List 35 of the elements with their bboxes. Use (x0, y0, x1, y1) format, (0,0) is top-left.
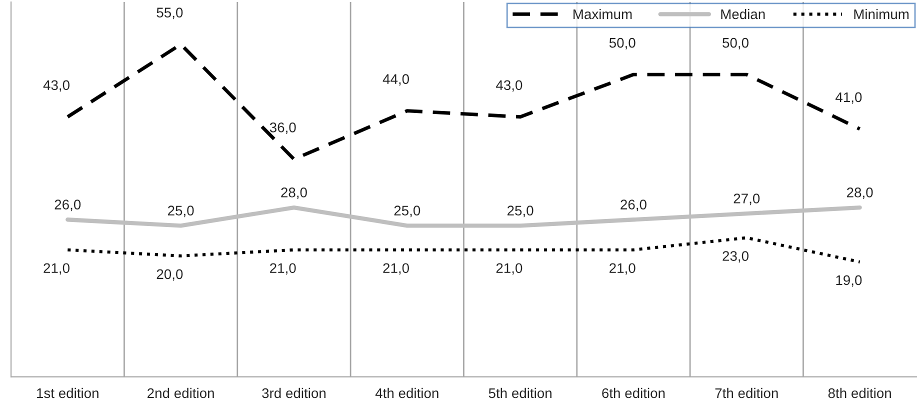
data-label: 50,0 (722, 38, 749, 50)
data-label: 44,0 (382, 74, 409, 86)
data-label: 25,0 (394, 206, 420, 218)
legend-label: Maximum (574, 8, 632, 20)
data-label: 41,0 (836, 92, 862, 104)
x-tick-label: 7th edition (715, 388, 778, 398)
data-label: 27,0 (734, 194, 760, 206)
data-label: 26,0 (620, 200, 646, 212)
x-tick-label: 5th edition (488, 388, 552, 398)
x-tick-label: 2nd edition (148, 388, 214, 398)
data-label: 28,0 (281, 188, 307, 200)
data-label: 20,0 (156, 269, 183, 281)
data-label: 50,0 (609, 38, 636, 50)
data-label: 43,0 (43, 80, 70, 92)
data-label: 21,0 (44, 263, 70, 275)
data-label: 28,0 (846, 188, 873, 200)
data-label: 19,0 (836, 275, 862, 287)
x-tick-label: 8th edition (828, 388, 891, 398)
data-label: 21,0 (496, 263, 522, 275)
legend-label: Minimum (854, 8, 909, 20)
legend-label: Median (721, 8, 765, 20)
x-tick-label: 3rd edition (262, 388, 326, 398)
x-tick-label: 1st edition (37, 388, 98, 398)
x-tick-label: 4th edition (375, 388, 438, 398)
data-label: 21,0 (383, 263, 409, 275)
x-tick-label: 6th edition (602, 388, 665, 398)
data-label: 25,0 (168, 206, 194, 218)
data-label: 21,0 (270, 263, 296, 275)
data-label: 36,0 (270, 122, 296, 134)
data-label: 25,0 (507, 206, 534, 218)
data-label: 23,0 (722, 251, 749, 263)
data-label: 21,0 (610, 263, 636, 275)
data-label: 43,0 (496, 80, 522, 92)
data-label: 26,0 (54, 200, 81, 212)
data-label: 55,0 (156, 8, 183, 20)
